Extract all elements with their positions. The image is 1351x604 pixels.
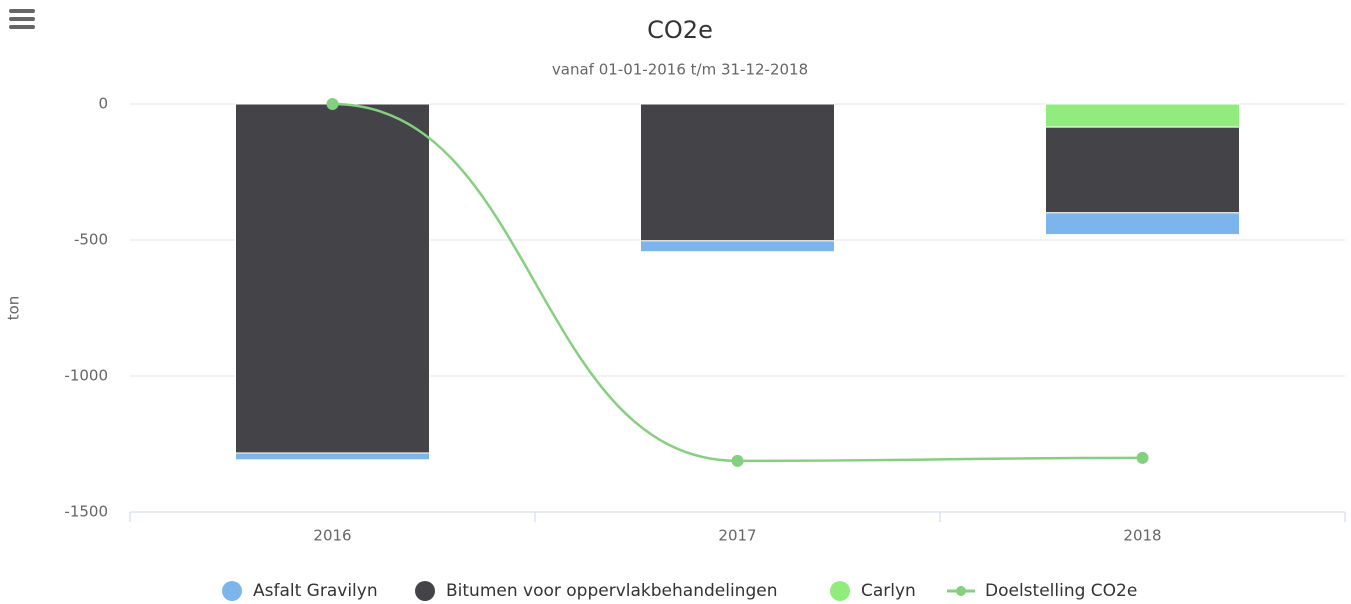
y-tick-label: -1000 (64, 367, 108, 385)
legend-label: Bitumen voor oppervlakbehandelingen (446, 581, 777, 601)
x-tick-label: 2016 (313, 527, 351, 545)
menu-bar (9, 25, 35, 29)
legend-label: Doelstelling CO2e (985, 581, 1137, 601)
bar (1045, 103, 1240, 128)
legend-label: Asfalt Gravilyn (253, 581, 378, 601)
bar (235, 103, 430, 454)
line-point (1136, 451, 1149, 464)
bar (235, 452, 430, 461)
legend-label: Carlyn (861, 581, 916, 601)
menu-button[interactable] (9, 9, 35, 29)
chart-title: CO2e (647, 16, 713, 44)
bar (1045, 212, 1240, 236)
legend-item[interactable]: Carlyn (830, 581, 916, 601)
y-tick-label: -500 (74, 231, 108, 249)
menu-bar (9, 17, 35, 21)
y-axis-label: ton (5, 296, 23, 321)
y-tick-label: -1500 (64, 503, 108, 521)
legend-symbol (956, 586, 966, 596)
legend-symbol (222, 581, 242, 601)
x-tick-label: 2018 (1123, 527, 1161, 545)
y-tick-label: 0 (98, 95, 108, 113)
legend-item[interactable]: Doelstelling CO2e (947, 581, 1137, 601)
line-point (326, 98, 339, 110)
legend-item[interactable]: Bitumen voor oppervlakbehandelingen (415, 581, 777, 601)
bar (640, 103, 835, 242)
chart-subtitle: vanaf 01-01-2016 t/m 31-12-2018 (552, 61, 808, 79)
legend-symbol (415, 581, 435, 601)
legend-symbol (830, 581, 850, 601)
x-tick-label: 2017 (718, 527, 756, 545)
menu-bar (9, 9, 35, 13)
line-point (731, 454, 744, 467)
bar (1045, 126, 1240, 214)
line (332, 102, 1143, 463)
bar (640, 240, 835, 253)
legend-item[interactable]: Asfalt Gravilyn (222, 581, 378, 601)
